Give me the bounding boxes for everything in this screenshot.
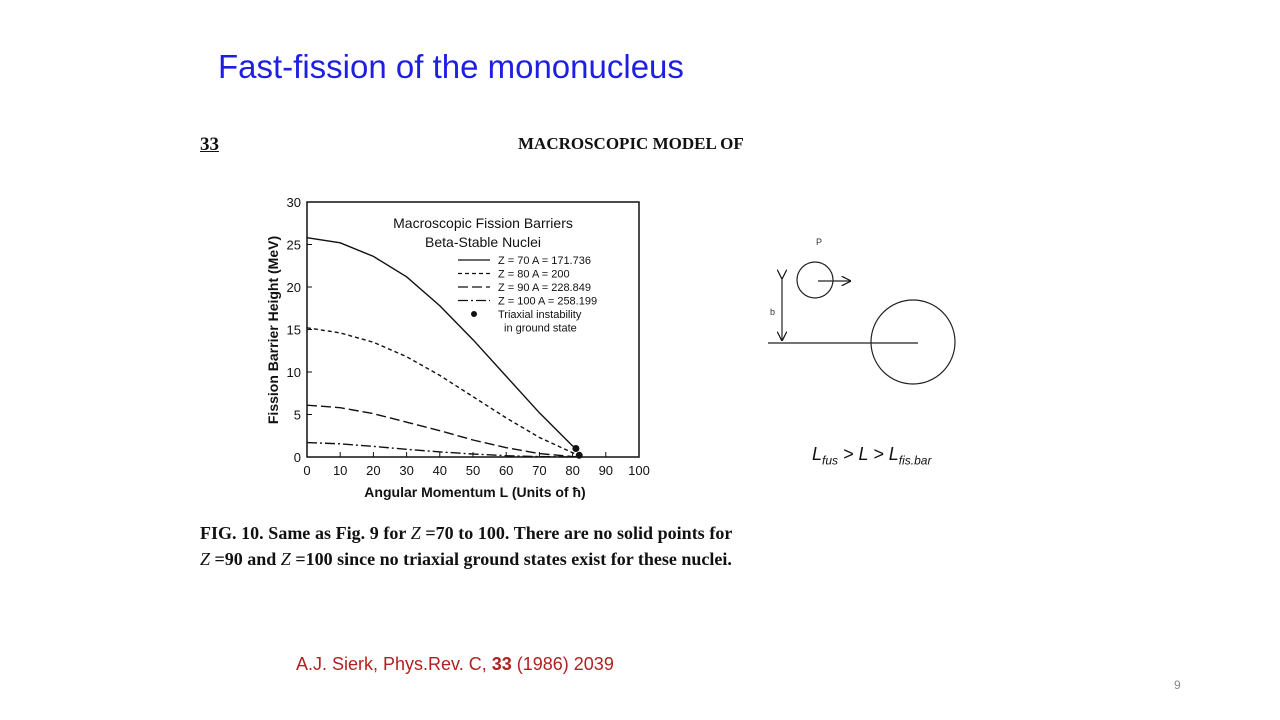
journal-page-number: 33 [200,134,219,155]
fission-barrier-chart: 0 10 20 30 40 50 60 70 80 90 100 0 5 10 15 20 25 30 Macr… [265,195,650,500]
caption-text-3: =90 and [210,549,281,569]
series-lines [306,237,580,458]
triaxial-points [572,445,583,459]
reference-prefix: A.J. Sierk, Phys.Rev. C, [296,654,492,674]
triaxial-point [575,451,583,459]
slide-title: Fast-fission of the mononucleus [218,48,684,85]
caption-text-2: =70 to 100. There are no solid points fo… [420,523,732,543]
impact-parameter-label: b [770,307,775,317]
caption-text-4: =100 since no triaxial ground states exi… [290,549,732,569]
legend-entry: Z = 100 A = 258.199 [498,296,597,308]
caption-z-2: Z [200,549,211,569]
journal-running-head: MACROSCOPIC MODEL OF [518,134,744,153]
reference-citation: A.J. Sierk, Phys.Rev. C, 33 (1986) 2039 [296,654,614,675]
legend-point-marker [471,311,477,317]
formula-middle: > L > [838,444,889,464]
x-tick-label: 20 [366,463,380,478]
y-tick-label: 20 [287,280,301,295]
formula-l-fis: L [888,444,899,464]
x-axis-label: Angular Momentum L (Units of ħ) [364,484,585,500]
y-ticks: 0 5 10 15 20 25 30 [287,195,312,465]
x-tick-label: 80 [565,463,579,478]
x-tick-label: 40 [433,463,447,478]
target-circle [870,299,956,385]
projectile-circle [796,261,834,299]
caption-text-1: Same as Fig. 9 for [263,523,411,543]
y-tick-label: 10 [287,365,301,380]
x-tick-label: 60 [499,463,513,478]
chart-subtitle: Beta-Stable Nuclei [425,234,541,250]
x-tick-label: 0 [303,463,310,478]
legend-entry: Z = 90 A = 228.849 [498,282,591,294]
legend-entry: Z = 80 A = 200 [498,269,570,281]
legend-entry-points-cont: in ground state [504,323,577,335]
x-tick-label: 30 [399,463,413,478]
formula-sub-fis: fis.bar [898,453,932,468]
series-line-4 [306,441,573,458]
x-tick-label: 100 [628,463,650,478]
caption-z-3: Z [280,549,291,569]
formula-sub-fus: fus [822,453,839,468]
chart-title: Macroscopic Fission Barriers [393,215,573,231]
caption-label: FIG. 10. [200,523,264,543]
collision-diagram: P b [768,237,956,385]
legend-entry-points: Triaxial instability [498,309,582,321]
series-line-2 [306,327,580,456]
slide-number: 9 [1174,678,1181,692]
series-line-1 [306,237,577,450]
caption-z-1: Z [410,523,421,543]
x-tick-label: 10 [333,463,347,478]
legend-entry: Z = 70 A = 171.736 [498,255,591,267]
projectile-label: P [816,237,822,247]
formula-l-fus: L [812,444,823,464]
reference-volume: 33 [491,654,512,674]
reference-suffix: (1986) 2039 [511,654,614,674]
y-tick-label: 30 [287,195,301,210]
x-tick-label: 90 [599,463,613,478]
x-ticks: 0 10 20 30 40 50 60 70 80 90 100 [303,452,650,478]
x-tick-label: 70 [532,463,546,478]
triaxial-point [572,445,580,452]
y-tick-label: 25 [287,238,301,253]
x-tick-label: 50 [466,463,480,478]
y-tick-label: 0 [294,450,301,465]
series-line-3 [306,404,580,458]
y-tick-label: 5 [294,408,301,423]
y-tick-label: 15 [287,323,301,338]
angular-momentum-condition: Lfus > L > Lfis.bar [812,444,931,468]
figure-caption: FIG. 10. Same as Fig. 9 for Z =70 to 100… [200,520,732,572]
y-axis-label: Fission Barrier Height (MeV) [265,236,281,424]
